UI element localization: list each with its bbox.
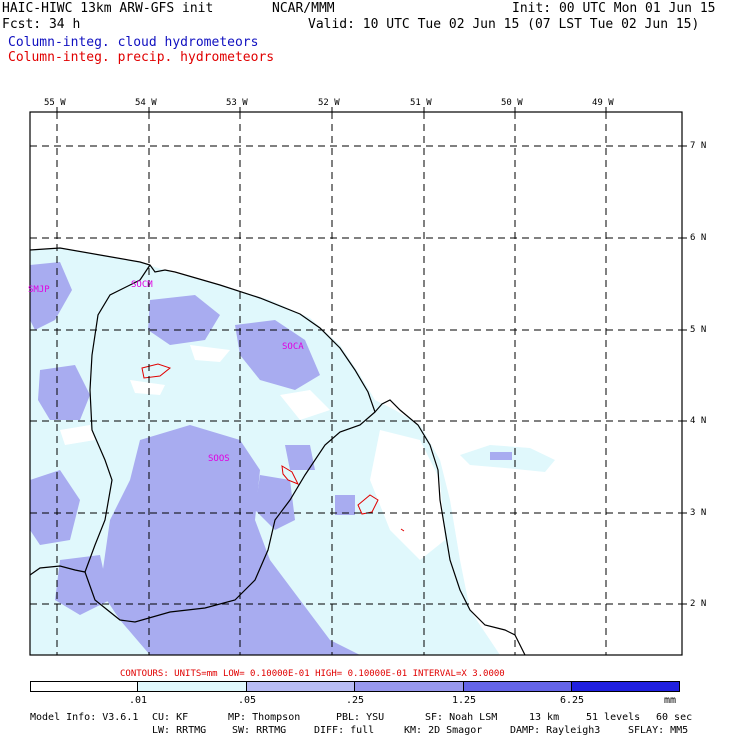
cloud-field-medium — [38, 365, 90, 420]
lon-label: 50 W — [501, 98, 523, 108]
model-info: SFLAY: MM5 — [628, 725, 689, 736]
cloud-field-medium — [285, 445, 315, 470]
field-precip-label: Column-integ. precip. hydrometeors — [8, 50, 275, 65]
lat-label: 7 N — [690, 141, 707, 151]
station-label: SMJP — [28, 285, 50, 295]
model-title: HAIC-HIWC 13km ARW-GFS init — [2, 1, 214, 16]
model-info: CU: KF — [152, 712, 189, 723]
lon-label: 51 W — [410, 98, 432, 108]
colorbar-segment — [571, 681, 680, 692]
cloud-field-medium — [255, 475, 295, 530]
model-info: PBL: YSU — [336, 712, 385, 723]
colorbar-segment — [246, 681, 355, 692]
lon-label: 55 W — [44, 98, 66, 108]
center-label: NCAR/MMM — [272, 1, 335, 16]
model-info: 51 levels — [586, 712, 641, 723]
station-label: SOCA — [282, 342, 304, 352]
colorbar-label: .25 — [345, 695, 365, 706]
cloud-field-medium — [30, 262, 72, 330]
field-cloud-label: Column-integ. cloud hydrometeors — [8, 35, 259, 50]
cloud-field-medium — [55, 555, 110, 615]
precip-contour — [141, 363, 172, 379]
colorbar-label: 6.25 — [559, 695, 585, 706]
lat-label: 2 N — [690, 599, 707, 609]
lat-label: 5 N — [690, 325, 707, 335]
station-label: SOOS — [208, 454, 230, 464]
model-info: MP: Thompson — [228, 712, 301, 723]
cloud-field-medium — [30, 470, 80, 545]
contour-info: CONTOURS: UNITS=mm LOW= 0.10000E-01 HIGH… — [120, 669, 505, 679]
model-info: DIFF: full — [314, 725, 375, 736]
colorbar-segment — [354, 681, 464, 692]
valid-time: Valid: 10 UTC Tue 02 Jun 15 (07 LST Tue … — [308, 17, 700, 32]
model-info: SF: Noah LSM — [425, 712, 498, 723]
lat-label: 6 N — [690, 233, 707, 243]
lon-label: 52 W — [318, 98, 340, 108]
axis-ticks — [56, 107, 687, 605]
colorbar-unit: mm — [664, 695, 677, 706]
cloud-field-medium — [335, 495, 355, 515]
cloud-field-medium — [148, 295, 220, 345]
colorbar-label: .05 — [237, 695, 257, 706]
forecast-hour: Fcst: 34 h — [2, 17, 81, 32]
model-info: LW: RRTMG — [152, 725, 207, 736]
cloud-field-medium — [235, 320, 320, 390]
lat-label: 4 N — [690, 416, 707, 426]
lon-label: 54 W — [135, 98, 157, 108]
model-info: Model Info: V3.6.1 — [30, 712, 139, 723]
lon-label: 49 W — [592, 98, 614, 108]
colorbar-segment — [30, 681, 138, 692]
coastline — [30, 247, 526, 655]
cloud-field-medium — [490, 452, 512, 460]
precip-contour — [357, 494, 379, 515]
model-info: KM: 2D Smagor — [404, 725, 483, 736]
colorbar-label: 1.25 — [451, 695, 477, 706]
precip-contour — [400, 528, 405, 532]
lat-label: 3 N — [690, 508, 707, 518]
lat-lon-grid — [30, 112, 682, 655]
model-info: SW: RRTMG — [232, 725, 287, 736]
model-info: DAMP: Rayleigh3 — [510, 725, 601, 736]
lon-label: 53 W — [226, 98, 248, 108]
country-border — [30, 264, 151, 576]
precip-contour — [281, 465, 300, 485]
colorbar-label: .01 — [128, 695, 148, 706]
cloud-field-medium — [100, 425, 360, 655]
colorbar-segment — [463, 681, 572, 692]
plot-frame — [29, 111, 683, 656]
colorbar-segment — [137, 681, 247, 692]
model-info: 60 sec — [656, 712, 693, 723]
init-time: Init: 00 UTC Mon 01 Jun 15 — [512, 1, 716, 16]
model-info: 13 km — [529, 712, 560, 723]
station-label: SOCM — [131, 280, 153, 290]
